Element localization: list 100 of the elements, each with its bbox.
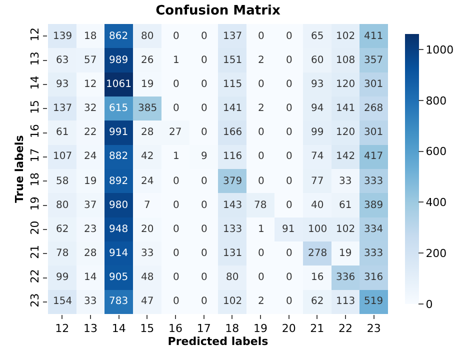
data-label: 61 [56, 127, 69, 138]
data-label: 143 [223, 200, 242, 211]
data-label: 133 [223, 224, 242, 235]
data-label: 0 [286, 55, 292, 66]
data-label: 22 [84, 127, 97, 138]
color-bar-label: 600 [426, 145, 447, 158]
color-bar-label: 200 [426, 246, 447, 260]
y-tick-label: 18 [28, 172, 42, 186]
chart-title: Confusion Matrix [156, 3, 281, 18]
data-label: 102 [336, 31, 356, 42]
data-label: 0 [258, 176, 264, 187]
data-label: 914 [109, 248, 128, 259]
data-label: 1061 [106, 79, 132, 90]
data-label: 40 [311, 200, 324, 211]
data-label: 2 [258, 55, 264, 66]
data-label: 0 [201, 296, 208, 307]
data-label: 141 [223, 103, 242, 114]
data-label: 99 [56, 272, 69, 283]
color-bar-label: 800 [426, 94, 447, 108]
data-label: 137 [53, 103, 72, 114]
data-label: 137 [223, 31, 242, 42]
data-label: 7 [144, 200, 150, 211]
data-label: 2 [258, 296, 264, 307]
data-label: 93 [56, 79, 69, 90]
data-label: 0 [201, 200, 208, 211]
data-label: 991 [109, 127, 128, 138]
y-axis-title: True labels [13, 134, 26, 203]
y-tick-label: 17 [28, 148, 42, 162]
y-tick-label: 12 [28, 27, 42, 42]
data-label: 108 [336, 55, 356, 66]
data-label: 0 [286, 103, 292, 114]
data-label: 20 [141, 224, 154, 235]
data-label: 0 [201, 127, 208, 138]
data-label: 615 [109, 103, 128, 114]
data-label: 0 [173, 103, 180, 114]
y-tick-label: 22 [28, 269, 42, 284]
data-label: 24 [84, 151, 97, 162]
data-label: 33 [84, 296, 97, 307]
data-label: 91 [282, 224, 295, 235]
data-label: 142 [336, 151, 356, 162]
data-label: 77 [311, 176, 324, 187]
y-tick-label: 13 [28, 52, 42, 66]
data-label: 141 [336, 103, 356, 114]
data-label: 131 [223, 248, 242, 259]
data-label: 389 [364, 200, 384, 211]
data-label: 411 [364, 31, 384, 42]
data-label: 115 [223, 79, 242, 90]
data-label: 102 [223, 296, 242, 307]
data-label: 0 [173, 31, 180, 42]
data-label: 19 [141, 79, 154, 90]
data-label: 65 [311, 31, 324, 42]
data-label: 151 [223, 55, 242, 66]
data-label: 107 [53, 151, 72, 162]
x-tick-label: 18 [225, 322, 240, 336]
data-label: 0 [286, 200, 292, 211]
data-label: 0 [258, 127, 264, 138]
data-label: 0 [173, 296, 180, 307]
data-label: 0 [173, 224, 180, 235]
data-label: 80 [141, 31, 154, 42]
data-label: 0 [173, 79, 180, 90]
data-label: 63 [56, 55, 69, 66]
data-label: 948 [109, 224, 128, 235]
data-label: 61 [339, 200, 352, 211]
data-label: 0 [286, 248, 292, 259]
data-label: 278 [308, 248, 328, 259]
data-label: 32 [84, 103, 97, 114]
y-tick-label: 19 [28, 196, 42, 211]
data-label: 33 [339, 176, 352, 187]
data-label: 333 [364, 248, 384, 259]
data-label: 301 [364, 79, 384, 90]
data-label: 33 [141, 248, 154, 259]
data-label: 47 [141, 296, 154, 307]
data-label: 99 [311, 127, 324, 138]
data-label: 62 [311, 296, 324, 307]
data-label: 379 [223, 176, 242, 187]
data-label: 1 [173, 55, 180, 66]
y-tick-label: 20 [28, 220, 42, 235]
data-label: 0 [201, 79, 208, 90]
data-label: 0 [258, 272, 264, 283]
data-label: 154 [53, 296, 72, 307]
data-label: 94 [311, 103, 324, 114]
data-label: 1 [258, 224, 264, 235]
x-tick-label: 21 [310, 322, 324, 336]
x-tick-label: 14 [112, 322, 126, 336]
data-label: 0 [201, 31, 208, 42]
y-tick-label: 15 [28, 100, 42, 114]
data-label: 58 [56, 176, 69, 187]
data-label: 0 [286, 272, 292, 283]
data-label: 80 [56, 200, 69, 211]
color-bar-label: 1000 [426, 43, 454, 56]
x-tick-label: 22 [338, 322, 352, 336]
data-label: 14 [84, 272, 97, 283]
y-tick-label: 14 [28, 76, 42, 90]
data-label: 316 [364, 272, 384, 283]
data-label: 42 [141, 151, 154, 162]
data-label: 62 [56, 224, 69, 235]
data-label: 905 [109, 272, 128, 283]
x-tick-label: 13 [84, 322, 98, 336]
x-axis-title: Predicted labels [168, 335, 269, 348]
data-label: 120 [336, 127, 356, 138]
